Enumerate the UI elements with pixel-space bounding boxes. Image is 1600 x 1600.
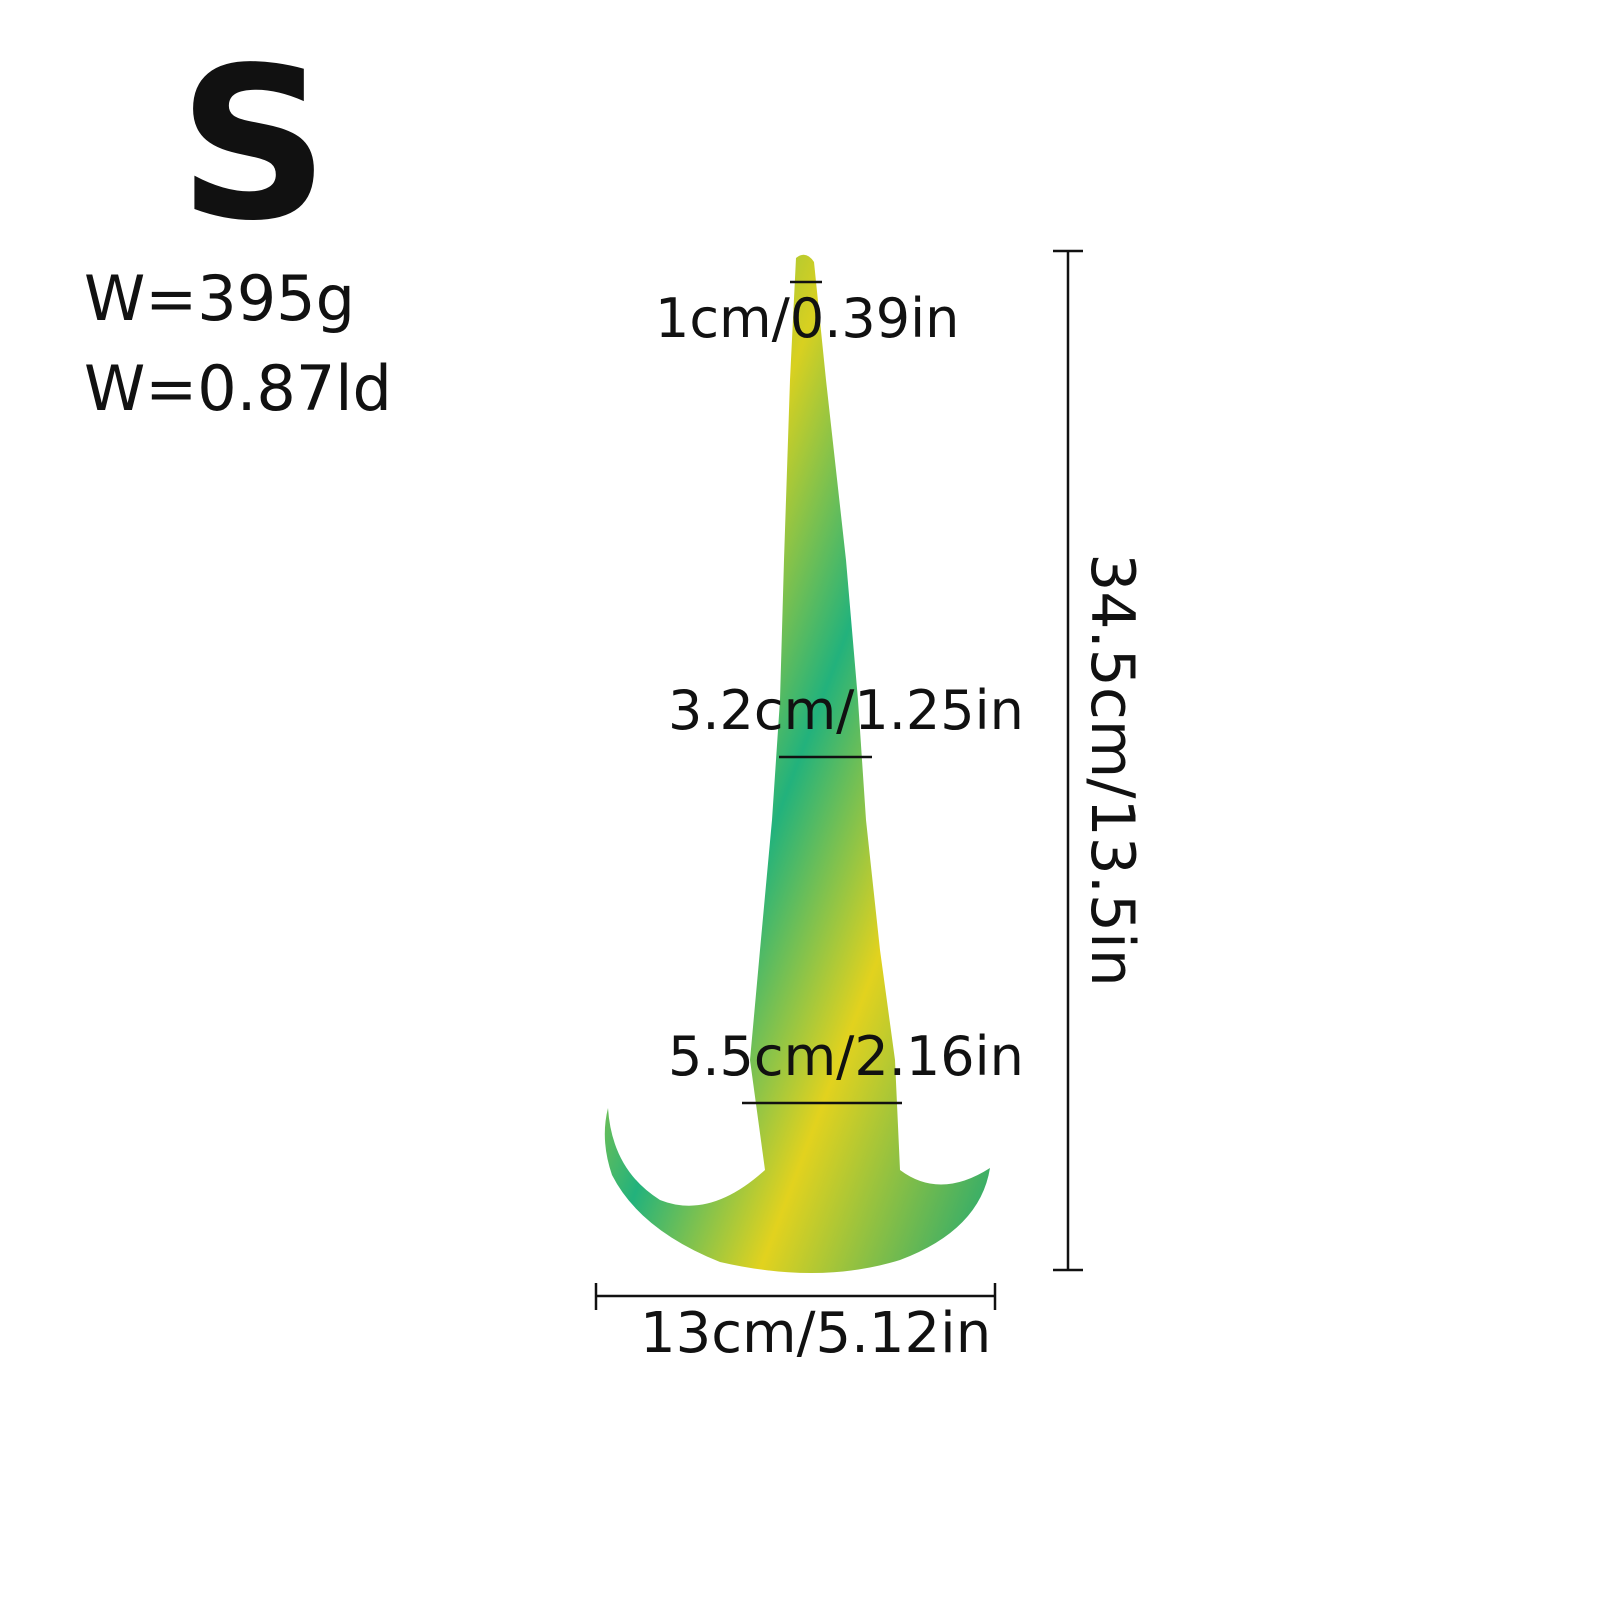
total-length-label: 34.5cm/13.5in [1077,553,1147,987]
dimension-lines [594,249,1083,1310]
tip-diameter-label: 1cm/0.39in [655,287,960,350]
middle-diameter-label: 3.2cm/1.25in [668,679,1024,742]
size-label: S [178,22,330,267]
weight-grams: W=395g [84,262,355,335]
base-diameter-label: 5.5cm/2.16in [668,1025,1024,1088]
weight-pounds: W=0.87ld [84,352,392,425]
product-body [604,254,990,1274]
base-width-label: 13cm/5.12in [640,1301,992,1366]
